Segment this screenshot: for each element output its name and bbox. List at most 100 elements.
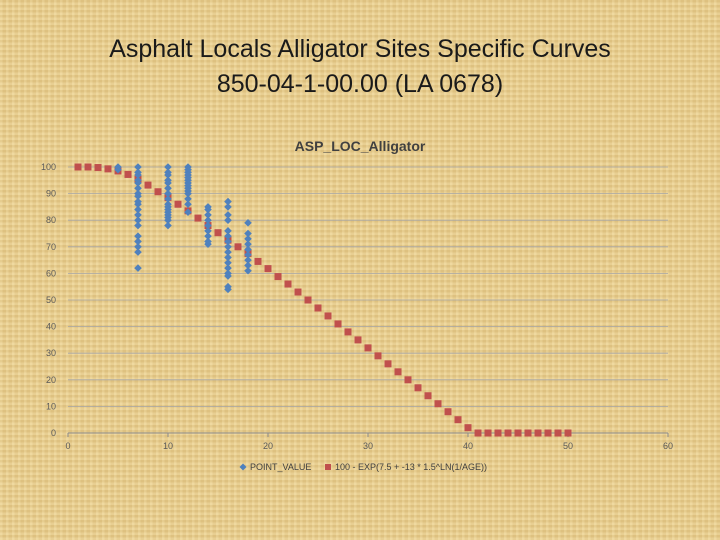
data-point-14 [134,216,142,224]
curve-point-19 [264,265,272,273]
curve-point-30 [374,352,382,360]
curve-point-14 [214,229,222,237]
legend: POINT_VALUE 100 - EXP(7.5 + -13 * 1.5^LN(… [239,462,487,472]
curve-point-41 [484,429,492,437]
data-point-36 [164,221,172,230]
curve-point-39 [464,424,472,432]
curve-series [74,163,572,437]
data-point-82 [244,256,252,264]
curve-point-42 [494,429,502,437]
data-point-27 [164,189,172,198]
curve-point-44 [514,429,522,437]
curve-point-16 [234,243,242,251]
curve-point-7 [144,181,152,189]
curve-point-29 [364,344,372,352]
grid [68,166,668,434]
curve-point-47 [544,429,552,437]
data-point-7 [134,184,142,193]
data-point-4 [134,171,142,179]
data-point-75 [224,285,232,294]
data-point-47 [184,189,192,198]
curve-point-33 [404,376,412,384]
data-point-59 [204,240,212,248]
data-point-54 [204,216,212,224]
slide-title-line-2: 850-04-1-00.00 (LA 0678) [216,70,504,98]
data-point-81 [244,250,252,259]
x-tick-label-60: 60 [663,441,673,451]
data-point-55 [204,221,212,230]
data-point-57 [204,232,212,240]
data-point-48 [184,195,192,203]
curve-point-21 [284,280,292,288]
data-point-67 [224,243,232,251]
data-point-63 [224,216,232,224]
data-point-2 [134,163,142,171]
y-tick-label-70: 70 [46,242,56,252]
legend-label-curve: 100 - EXP(7.5 + -13 * 1.5^LN(1/AGE)) [335,462,487,472]
curve-point-49 [564,429,572,437]
chart-title: ASP_LOC_Alligator [295,138,426,154]
data-point-18 [134,243,142,251]
curve-point-25 [324,312,332,320]
data-point-70 [224,258,232,267]
data-point-12 [134,205,142,214]
curve-point-0 [74,163,82,171]
curve-point-34 [414,384,422,392]
data-point-11 [134,200,142,209]
curve-point-12 [194,214,202,222]
data-point-21 [164,163,172,171]
data-point-64 [224,227,232,235]
y-tick-label-40: 40 [46,322,56,332]
curve-point-20 [274,273,282,281]
y-tick-label-80: 80 [46,215,56,225]
curve-point-48 [554,429,562,437]
data-point-16 [134,232,142,240]
data-point-26 [164,184,172,193]
x-tick-label-40: 40 [463,441,473,451]
data-point-49 [184,200,192,209]
curve-point-38 [454,416,462,424]
curve-point-27 [344,328,352,336]
curve-point-22 [294,288,302,296]
y-tick-label-30: 30 [46,348,56,358]
data-point-56 [204,227,212,235]
curve-point-18 [254,257,262,265]
y-tick-label-0: 0 [51,428,56,438]
data-point-73 [224,272,232,280]
curve-point-35 [424,392,432,400]
data-point-65 [224,232,232,240]
legend-label-points: POINT_VALUE [250,462,311,472]
x-tick-label-50: 50 [563,441,573,451]
curve-point-40 [474,429,482,437]
data-point-71 [224,264,232,272]
data-point-68 [224,248,232,256]
points-series [114,163,252,294]
y-tick-label-90: 90 [46,189,56,199]
data-point-20 [134,264,142,272]
legend-marker-points [239,463,247,471]
data-point-23 [164,171,172,179]
data-point-13 [134,211,142,219]
data-point-17 [134,237,142,246]
curve-point-28 [354,336,362,344]
data-point-52 [204,205,212,214]
data-point-80 [244,245,252,254]
axes: 0 10 20 30 40 50 60 70 80 90 100 0 10 20 30 40 50 60 [41,162,673,451]
curve-point-43 [504,429,512,437]
data-point-83 [244,261,252,270]
slide-title: Asphalt Locals Alligator Sites Specific … [0,32,720,102]
data-point-6 [134,179,142,187]
data-point-76 [244,219,252,227]
curve-point-5 [124,170,132,178]
data-point-77 [244,229,252,238]
curve-point-2 [94,164,102,172]
data-point-53 [204,211,212,219]
curve-point-8 [154,188,162,196]
data-point-9 [134,192,142,201]
curve-point-24 [314,304,322,312]
data-point-84 [244,266,252,275]
curve-point-1 [84,163,92,171]
y-tick-label-60: 60 [46,268,56,278]
data-point-28 [164,195,172,203]
